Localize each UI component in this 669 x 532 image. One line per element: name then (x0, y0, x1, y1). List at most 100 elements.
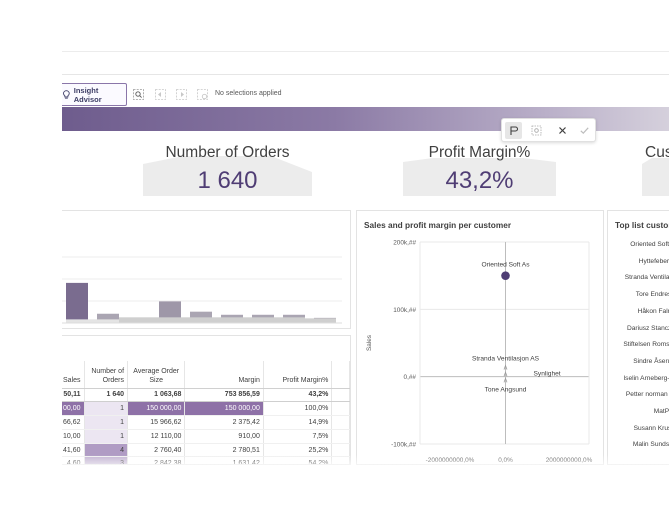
y-tick-label: -100k,## (391, 442, 416, 449)
table-cell[interactable]: 1 (84, 429, 129, 444)
totals-row: 50,11 1 640 1 063,68 753 856,59 43,2% (60, 388, 350, 403)
point-label: Synlighet (534, 370, 561, 377)
scatter-chart-panel[interactable]: Sales and profit margin per customer 200… (356, 210, 604, 465)
table-row[interactable]: 66,62 1 15 966,62 2 375,42 14,9% (60, 415, 350, 430)
list-item[interactable]: Håkon Falne (637, 307, 669, 315)
clear-selections-icon[interactable] (197, 89, 208, 100)
insight-advisor-button[interactable]: Insight Advisor (60, 83, 127, 106)
table-cell[interactable]: 25,2% (263, 443, 333, 458)
table-cell[interactable]: 15 966,62 (127, 415, 186, 430)
column-header-spacer (331, 361, 350, 389)
column-header-sales[interactable]: Sales (60, 361, 85, 389)
top-list-title: Top list custom (615, 220, 669, 230)
bar[interactable] (66, 282, 88, 323)
top-list-panel[interactable]: Top list custom Oriented Soft A Hyttefebe… (607, 210, 669, 465)
scatter-point[interactable] (503, 377, 508, 383)
y-axis-label: Sales (366, 335, 373, 351)
lasso-button[interactable] (505, 122, 522, 139)
table-row[interactable]: 10,00 1 12 110,00 910,00 7,5% (60, 429, 350, 444)
header-divider (62, 51, 669, 52)
kpi-profit-margin[interactable]: Profit Margin% 43,2% (403, 141, 556, 201)
checkmark-icon (580, 127, 589, 135)
kpi-background-shape (143, 156, 312, 196)
bar-chart (60, 256, 342, 324)
table-cell[interactable]: 66,62 (60, 415, 85, 430)
table-cell[interactable]: 150 000,00 (127, 401, 186, 417)
secondary-bar[interactable] (88, 319, 119, 324)
table-cell[interactable]: 1 (84, 415, 129, 430)
list-item[interactable]: Malin Sundstø (632, 441, 669, 449)
secondary-bar[interactable] (119, 317, 150, 324)
secondary-bar[interactable] (305, 318, 336, 324)
secondary-bar[interactable] (243, 317, 274, 324)
table-cell[interactable]: 1 (84, 401, 129, 417)
list-item[interactable]: MatPra (653, 408, 669, 415)
table-cell[interactable]: 00,00 (60, 401, 85, 417)
selection-tools-popover (501, 118, 596, 142)
table-cell[interactable]: 4,60 (60, 456, 85, 464)
table-row[interactable]: 00,00 1 150 000,00 150 000,00 100,0% (60, 401, 350, 417)
table-cell[interactable]: 150 000,00 (184, 401, 264, 417)
step-back-icon[interactable] (155, 89, 166, 100)
select-range-button[interactable] (528, 122, 545, 139)
table-cell[interactable]: 3 (84, 456, 129, 464)
list-item[interactable]: Stiftelsen Roms... (623, 341, 669, 349)
confirm-selection-button[interactable] (576, 122, 593, 139)
step-forward-icon[interactable] (176, 89, 187, 100)
point-label: Stranda Ventilasjon AS (472, 356, 540, 363)
table-row[interactable]: 4,60 3 2 842,38 1 631,42 54,2% (60, 456, 350, 464)
point-label: Tone Angsund (485, 386, 527, 393)
table-cell[interactable]: 2 375,42 (184, 415, 264, 430)
list-item[interactable]: Oriented Soft A (630, 241, 669, 248)
insight-advisor-icon (63, 90, 70, 99)
kpi-number-of-orders[interactable]: Number of Orders 1 640 (143, 141, 312, 201)
table-cell[interactable]: 10,00 (60, 429, 85, 444)
kpi-title: Number of Orders (165, 144, 290, 161)
kpi-title: Profit Margin% (428, 144, 531, 161)
list-item[interactable]: Tore Endrese (635, 291, 669, 299)
cancel-selection-button[interactable] (554, 122, 571, 139)
total-cell: 1 063,68 (127, 388, 186, 403)
spacer-cell (331, 443, 350, 458)
table-cell[interactable]: 12 110,00 (127, 429, 186, 444)
column-header-average-order-size[interactable]: Average Order Size (127, 361, 186, 389)
secondary-bar[interactable] (66, 319, 97, 324)
list-item[interactable]: Petter norman ... (625, 391, 669, 399)
table-cell[interactable]: 2 760,40 (127, 443, 186, 458)
table-cell[interactable]: 41,60 (60, 443, 85, 458)
spacer-cell (331, 429, 350, 444)
table-cell[interactable]: 100,0% (263, 401, 333, 417)
secondary-bar[interactable] (181, 317, 212, 324)
secondary-bar[interactable] (274, 317, 305, 324)
list-item[interactable]: Iselin Arneberg-... (623, 374, 669, 382)
list-item[interactable]: Susann Kruse (633, 424, 669, 432)
list-item[interactable]: Hyttefeber A (638, 257, 669, 265)
column-header-margin[interactable]: Margin (184, 361, 264, 389)
list-item[interactable]: Sindre Åserud (633, 357, 669, 365)
left-edge-mask (0, 0, 62, 532)
secondary-bar[interactable] (212, 317, 243, 324)
bar-chart-panel[interactable] (60, 210, 351, 329)
table-cell[interactable]: 14,9% (263, 415, 333, 430)
table-cell[interactable]: 910,00 (184, 429, 264, 444)
table-cell[interactable]: 2 842,38 (127, 456, 186, 464)
close-icon (559, 127, 566, 134)
column-header-number-of-orders[interactable]: Number of Orders (84, 361, 129, 389)
bar[interactable] (97, 313, 119, 323)
table-cell[interactable]: 4 (84, 443, 129, 458)
column-header-profit-margin[interactable]: Profit Margin% (263, 361, 333, 389)
scatter-point[interactable] (501, 271, 510, 280)
table-cell[interactable]: 2 780,51 (184, 443, 264, 458)
smart-search-icon[interactable] (133, 89, 144, 100)
list-item[interactable]: Dariusz Stanczu (626, 324, 669, 332)
scatter-point[interactable] (503, 364, 508, 370)
table-row[interactable]: 41,60 4 2 760,40 2 780,51 25,2% (60, 443, 350, 458)
table-cell[interactable]: 54,2% (263, 456, 333, 464)
spacer-cell (331, 456, 350, 464)
scatter-point[interactable] (503, 371, 508, 377)
table-cell[interactable]: 1 631,42 (184, 456, 264, 464)
scatter-chart: 200k,## 100k,## 0,## -100k,## -2000000000,0%… (366, 240, 593, 465)
table-cell[interactable]: 7,5% (263, 429, 333, 444)
secondary-bar[interactable] (150, 317, 181, 324)
list-item[interactable]: Stranda Ventila... (624, 274, 669, 282)
